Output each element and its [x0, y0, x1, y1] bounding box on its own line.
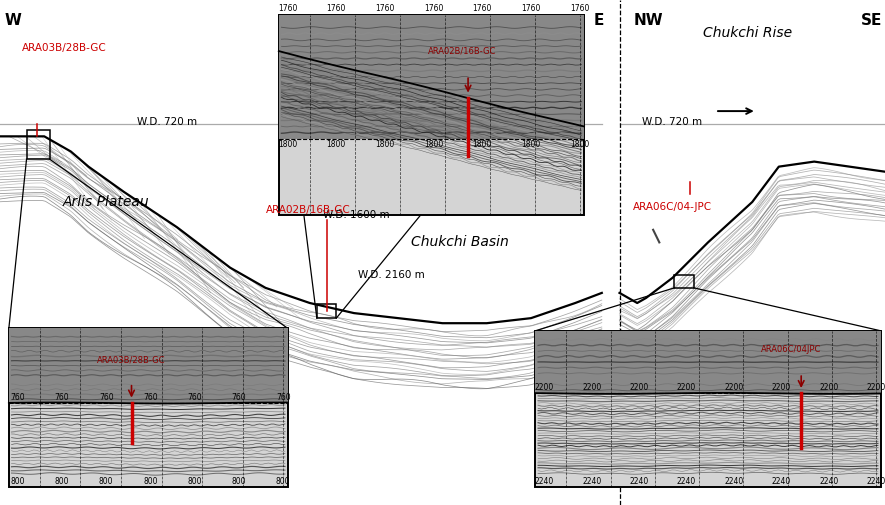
- Text: 2200: 2200: [820, 383, 838, 392]
- Text: 2200: 2200: [866, 383, 885, 392]
- Text: E: E: [593, 13, 604, 28]
- Text: ARA02B/16B-GC: ARA02B/16B-GC: [427, 46, 496, 55]
- Text: 800: 800: [11, 477, 25, 486]
- Text: Chukchi Rise: Chukchi Rise: [704, 26, 792, 40]
- Bar: [317, 304, 336, 318]
- Text: 760: 760: [11, 392, 25, 401]
- Text: 2200: 2200: [677, 383, 696, 392]
- Text: 2240: 2240: [582, 477, 601, 486]
- Text: 1800: 1800: [521, 140, 541, 149]
- Text: Arlis Plateau: Arlis Plateau: [63, 195, 150, 209]
- Text: ARA03B/28B-GC: ARA03B/28B-GC: [22, 43, 107, 53]
- Text: Chukchi Basin: Chukchi Basin: [412, 235, 509, 249]
- Text: 1800: 1800: [570, 140, 589, 149]
- Text: 1800: 1800: [327, 140, 346, 149]
- Text: 2240: 2240: [866, 477, 885, 486]
- Text: 2240: 2240: [820, 477, 838, 486]
- Text: 1800: 1800: [278, 140, 297, 149]
- Text: ARA03B/28B-GC: ARA03B/28B-GC: [97, 356, 165, 365]
- Text: 2240: 2240: [724, 477, 743, 486]
- Text: NW: NW: [634, 13, 663, 28]
- Text: 800: 800: [55, 477, 69, 486]
- Text: 800: 800: [276, 477, 290, 486]
- Text: 800: 800: [143, 477, 158, 486]
- Text: 1800: 1800: [424, 140, 443, 149]
- Text: 1760: 1760: [375, 4, 395, 13]
- Bar: [674, 275, 694, 288]
- Text: 760: 760: [99, 392, 113, 401]
- Text: W: W: [4, 13, 21, 28]
- Text: 2200: 2200: [582, 383, 601, 392]
- Text: SE: SE: [861, 13, 882, 28]
- Text: 2200: 2200: [535, 383, 554, 392]
- Bar: [535, 331, 881, 393]
- Text: 2200: 2200: [772, 383, 791, 392]
- Text: W.D. 2160 m: W.D. 2160 m: [358, 270, 425, 280]
- Text: W.D. 720 m: W.D. 720 m: [137, 117, 197, 127]
- Text: 2200: 2200: [724, 383, 743, 392]
- Text: ARA06C/04JPC: ARA06C/04JPC: [760, 345, 821, 355]
- Text: 800: 800: [232, 477, 246, 486]
- Text: 760: 760: [143, 392, 158, 401]
- Text: 760: 760: [188, 392, 202, 401]
- Text: 1800: 1800: [375, 140, 395, 149]
- Text: 800: 800: [188, 477, 202, 486]
- Bar: [279, 15, 584, 215]
- Text: 2240: 2240: [535, 477, 554, 486]
- Text: W.D. 720 m: W.D. 720 m: [642, 117, 702, 127]
- Bar: [27, 130, 50, 159]
- Text: W.D. 1600 m: W.D. 1600 m: [323, 210, 389, 220]
- Text: 2200: 2200: [629, 383, 649, 392]
- Text: 1760: 1760: [278, 4, 297, 13]
- Text: 2240: 2240: [677, 477, 696, 486]
- Text: 760: 760: [55, 392, 69, 401]
- Text: 800: 800: [99, 477, 113, 486]
- Text: ARA02B/16B-GC: ARA02B/16B-GC: [266, 205, 350, 215]
- Text: 2240: 2240: [629, 477, 649, 486]
- Text: 1800: 1800: [473, 140, 492, 149]
- Text: ARA06C/04-JPC: ARA06C/04-JPC: [633, 202, 712, 212]
- Text: 1760: 1760: [570, 4, 589, 13]
- Bar: [535, 331, 881, 487]
- Text: 1760: 1760: [473, 4, 492, 13]
- Bar: [9, 328, 288, 487]
- Bar: [279, 15, 584, 139]
- Text: 760: 760: [232, 392, 246, 401]
- Text: 1760: 1760: [521, 4, 541, 13]
- Text: 760: 760: [276, 392, 290, 401]
- Text: 1760: 1760: [424, 4, 443, 13]
- Text: 2240: 2240: [772, 477, 791, 486]
- Text: 1760: 1760: [327, 4, 346, 13]
- Bar: [9, 328, 288, 403]
